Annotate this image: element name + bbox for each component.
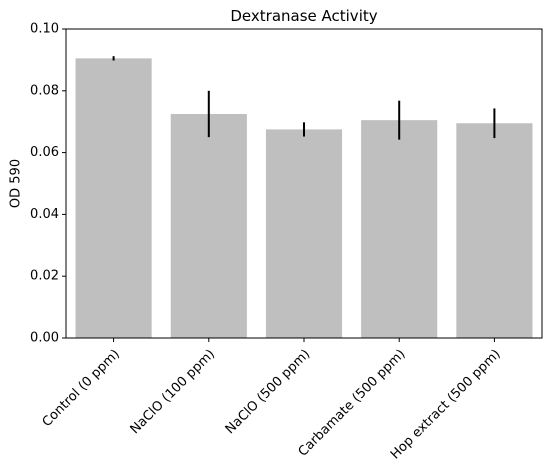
- x-tick-label: NaClO (100 ppm): [128, 347, 219, 438]
- x-tick-label: Hop extract (500 ppm): [388, 347, 504, 463]
- bar: [170, 113, 247, 338]
- y-tick-label: 0.04: [30, 207, 59, 222]
- chart-title: Dextranase Activity: [230, 7, 377, 25]
- y-tick-label: 0.06: [30, 145, 59, 160]
- bar: [75, 58, 152, 338]
- y-tick-label: 0.02: [30, 269, 59, 284]
- plot-frame: [65, 28, 543, 339]
- bar: [361, 120, 438, 338]
- y-axis-ticks: 0.00 0.02 0.04 0.06 0.08 0.10: [30, 22, 66, 346]
- y-tick-label: 0.10: [30, 22, 59, 37]
- x-tick-label: NaClO (500 ppm): [223, 347, 314, 438]
- bar: [265, 129, 343, 338]
- bars-group: [75, 58, 533, 339]
- x-axis-ticks: Control (0 ppm) NaClO (100 ppm) NaClO (500…: [40, 338, 504, 462]
- bar: [456, 123, 533, 339]
- x-tick-label: Carbamate (500 ppm): [296, 347, 409, 460]
- y-tick-label: 0.00: [30, 331, 59, 346]
- error-bars-group: [112, 56, 496, 140]
- x-tick-label: Control (0 ppm): [40, 347, 123, 430]
- y-axis-label: OD 590: [9, 159, 24, 208]
- y-tick-label: 0.08: [30, 83, 59, 98]
